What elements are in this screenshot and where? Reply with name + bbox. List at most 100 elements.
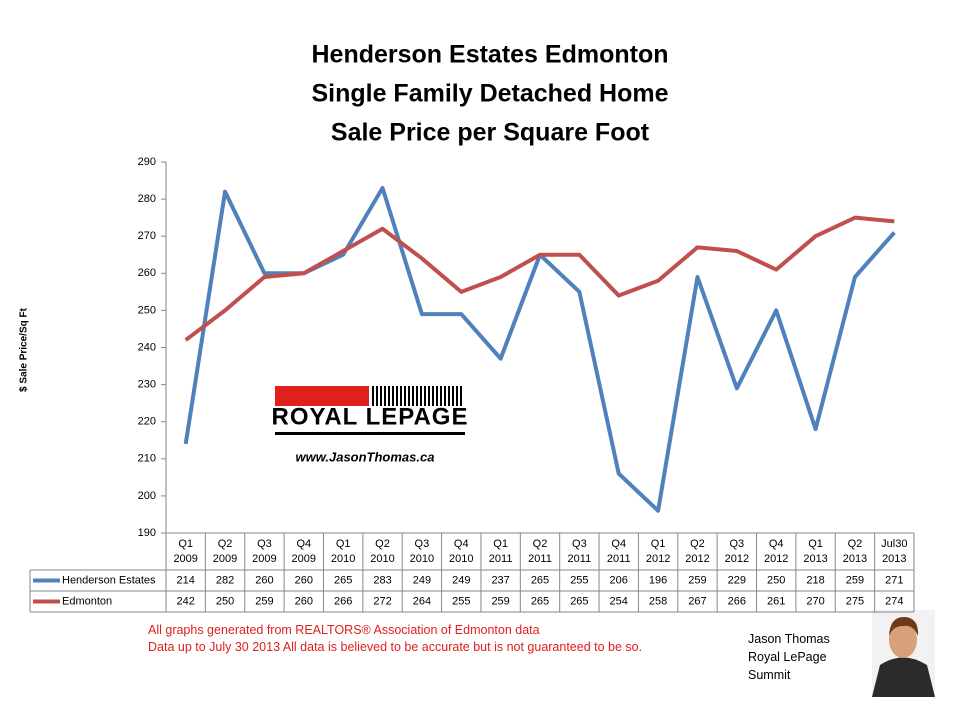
signature: Summit [748, 668, 791, 682]
table-value: 249 [452, 574, 470, 586]
legend-label: Henderson Estates [62, 574, 156, 586]
x-tick-label: 2012 [764, 553, 788, 565]
x-tick-label: Q4 [296, 538, 311, 550]
table-value: 214 [177, 574, 195, 586]
table-value: 250 [216, 595, 234, 607]
table-value: 266 [334, 595, 352, 607]
table-value: 265 [531, 574, 549, 586]
photo-hair [889, 616, 919, 636]
y-tick-label: 220 [138, 416, 156, 428]
y-axis-label: $ Sale Price/Sq Ft [19, 307, 30, 392]
table-value: 260 [295, 595, 313, 607]
table-value: 237 [491, 574, 509, 586]
y-tick-label: 230 [138, 379, 156, 391]
x-tick-label: 2010 [410, 553, 434, 565]
x-tick-label: Q2 [848, 538, 863, 550]
x-tick-label: Q3 [729, 538, 744, 550]
x-tick-label: 2013 [803, 553, 827, 565]
table-value: 255 [570, 574, 588, 586]
y-tick-label: 190 [138, 527, 156, 539]
x-tick-label: Q2 [375, 538, 390, 550]
table-value: 265 [531, 595, 549, 607]
legend-label: Edmonton [62, 595, 112, 607]
table-value: 254 [610, 595, 628, 607]
table-value: 196 [649, 574, 667, 586]
x-tick-label: Q1 [178, 538, 193, 550]
x-tick-label: 2013 [843, 553, 867, 565]
x-tick-label: Q2 [690, 538, 705, 550]
table-value: 242 [177, 595, 195, 607]
x-tick-label: 2010 [331, 553, 355, 565]
table-value: 272 [373, 595, 391, 607]
x-tick-label: 2011 [489, 553, 513, 565]
y-tick-label: 280 [138, 193, 156, 205]
x-tick-label: 2010 [370, 553, 394, 565]
logo-brand: ROYAL LEPAGE [272, 403, 469, 430]
table-value: 265 [334, 574, 352, 586]
table-value: 265 [570, 595, 588, 607]
table-value: 260 [255, 574, 273, 586]
table-value: 259 [846, 574, 864, 586]
table-value: 206 [610, 574, 628, 586]
table-value: 266 [728, 595, 746, 607]
x-tick-label: Q4 [454, 538, 469, 550]
logo-url: www.JasonThomas.ca [296, 449, 435, 464]
y-tick-label: 260 [138, 267, 156, 279]
x-tick-label: 2012 [685, 553, 709, 565]
x-tick-label: Jul30 [881, 538, 907, 550]
logo: ROYAL LEPAGE www.JasonThomas.ca [270, 382, 470, 466]
table-value: 258 [649, 595, 667, 607]
photo-suit [872, 657, 935, 697]
table-value: 271 [885, 574, 903, 586]
x-tick-label: Q4 [611, 538, 626, 550]
x-tick-label: 2010 [449, 553, 473, 565]
x-tick-label: 2011 [528, 553, 552, 565]
photo-face [889, 622, 917, 658]
series-line [184, 215, 895, 342]
x-tick-label: 2011 [568, 553, 592, 565]
table-value: 283 [373, 574, 391, 586]
x-tick-label: Q3 [415, 538, 430, 550]
table-value: 259 [491, 595, 509, 607]
table-value: 261 [767, 595, 785, 607]
x-tick-label: Q2 [218, 538, 233, 550]
x-tick-label: 2012 [725, 553, 749, 565]
signature: Jason Thomas [748, 632, 830, 646]
x-tick-label: Q1 [493, 538, 508, 550]
table-value: 282 [216, 574, 234, 586]
table-value: 274 [885, 595, 903, 607]
x-tick-label: Q3 [572, 538, 587, 550]
table-value: 249 [413, 574, 431, 586]
y-tick-label: 250 [138, 304, 156, 316]
logo-red-block [275, 386, 369, 406]
x-tick-label: 2011 [607, 553, 631, 565]
x-tick-label: Q1 [336, 538, 351, 550]
x-tick-label: 2013 [882, 553, 906, 565]
y-tick-label: 200 [138, 490, 156, 502]
x-tick-label: Q4 [769, 538, 784, 550]
table-value: 255 [452, 595, 470, 607]
table-value: 218 [806, 574, 824, 586]
chart-title: Henderson Estates Edmonton [312, 41, 669, 69]
table-value: 260 [295, 574, 313, 586]
x-tick-label: Q1 [808, 538, 823, 550]
chart-title: Sale Price per Square Foot [331, 119, 650, 147]
x-tick-label: 2009 [252, 553, 276, 565]
x-tick-label: Q3 [257, 538, 272, 550]
x-tick-label: 2009 [292, 553, 316, 565]
logo-rule [275, 432, 465, 435]
y-tick-label: 270 [138, 230, 156, 242]
table-value: 270 [806, 595, 824, 607]
table-value: 250 [767, 574, 785, 586]
table-value: 259 [688, 574, 706, 586]
x-tick-label: Q1 [651, 538, 666, 550]
x-tick-label: Q2 [533, 538, 548, 550]
y-tick-label: 290 [138, 156, 156, 168]
x-tick-label: 2012 [646, 553, 670, 565]
y-tick-label: 240 [138, 341, 156, 353]
agent-photo [872, 610, 935, 697]
table-value: 267 [688, 595, 706, 607]
chart-title: Single Family Detached Home [311, 80, 668, 108]
footer-note: Data up to July 30 2013 All data is beli… [148, 640, 642, 654]
